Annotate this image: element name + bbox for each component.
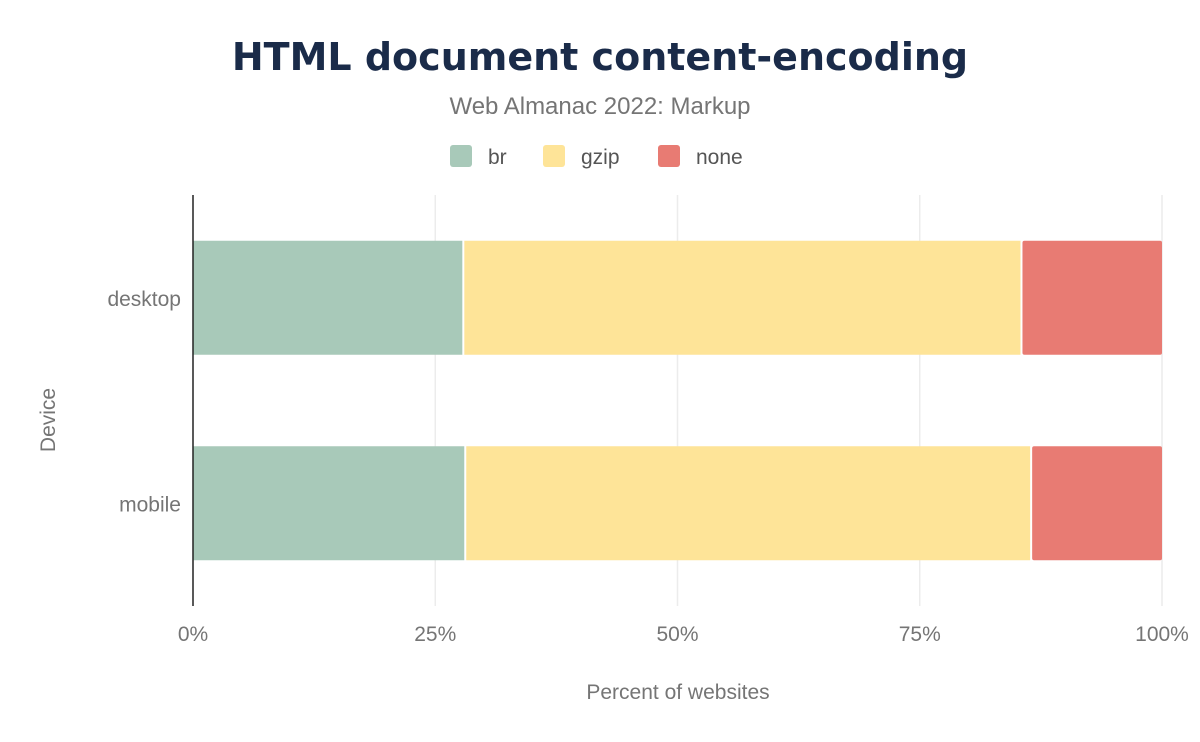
x-tick-label: 100% [1135, 623, 1189, 646]
x-tick-labels: 0% 25% 50% 75% 100% [178, 623, 1189, 646]
legend-swatch-br [450, 145, 472, 167]
x-axis-title: Percent of websites [586, 681, 769, 704]
legend-label-none[interactable]: none [696, 146, 743, 169]
x-tick-label: 75% [899, 623, 941, 646]
bar-br-desktop[interactable] [193, 240, 463, 355]
x-tick-label: 50% [656, 623, 698, 646]
legend-label-gzip[interactable]: gzip [581, 146, 620, 169]
y-tick-label: mobile [119, 493, 181, 516]
bar-gzip-desktop[interactable] [464, 240, 1021, 355]
bar-none-mobile[interactable] [1032, 446, 1162, 561]
y-tick-label: desktop [107, 288, 181, 311]
y-axis-title: Device [37, 388, 60, 452]
chart-subtitle: Web Almanac 2022: Markup [449, 93, 750, 120]
bar-gzip-mobile[interactable] [466, 446, 1031, 561]
legend-swatch-gzip [543, 145, 565, 167]
bars [193, 240, 1162, 561]
legend-swatch-none [658, 145, 680, 167]
x-tick-label: 25% [414, 623, 456, 646]
bar-none-desktop[interactable] [1022, 240, 1162, 355]
x-tick-label: 0% [178, 623, 208, 646]
bar-br-mobile[interactable] [193, 446, 465, 561]
y-tick-labels: desktop mobile [107, 288, 181, 517]
legend: br gzip none [450, 145, 743, 169]
legend-label-br[interactable]: br [488, 146, 507, 169]
chart-title: HTML document content-encoding [232, 35, 968, 79]
